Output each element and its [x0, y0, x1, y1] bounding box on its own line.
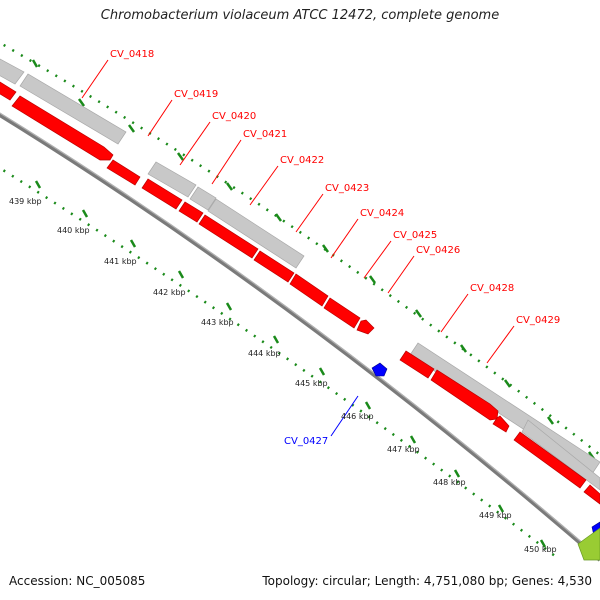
kbp-label: 441 kbp — [104, 257, 137, 266]
gene-label-cv-0426[interactable]: CV_0426 — [416, 245, 460, 256]
kbp-label: 448 kbp — [433, 478, 466, 487]
gene-label-cv-0421[interactable]: CV_0421 — [243, 129, 287, 140]
forward-cds-track[interactable] — [0, 81, 600, 505]
genome-backbone — [0, 112, 600, 562]
gene-label-cv-0429[interactable]: CV_0429 — [516, 315, 560, 326]
kbp-label: 443 kbp — [201, 318, 234, 327]
gene-label-cv-0418[interactable]: CV_0418 — [110, 49, 154, 60]
gene-label-cv-0428[interactable]: CV_0428 — [470, 283, 514, 294]
gene-label-cv-0423[interactable]: CV_0423 — [325, 183, 369, 194]
kbp-label: 439 kbp — [9, 197, 42, 206]
kbp-label: 442 kbp — [153, 288, 186, 297]
kbp-label: 440 kbp — [57, 226, 90, 235]
outer-tick-ring — [0, 41, 600, 456]
inner-tick-ring — [0, 166, 561, 561]
kbp-label: 449 kbp — [479, 511, 512, 520]
gene-labels[interactable]: CV_0418 CV_0419 CV_0420 CV_0421 CV_0422 … — [110, 49, 560, 447]
kbp-label: 444 kbp — [248, 349, 281, 358]
kbp-label: 445 kbp — [295, 379, 328, 388]
gene-label-cv-0422[interactable]: CV_0422 — [280, 155, 324, 166]
gene-label-cv-0424[interactable]: CV_0424 — [360, 208, 404, 219]
kbp-label: 446 kbp — [341, 412, 374, 421]
accession-text: Accession: NC_005085 — [9, 574, 146, 588]
other-feature — [577, 527, 600, 561]
gene-label-cv-0425[interactable]: CV_0425 — [393, 230, 437, 241]
gene-label-leaders — [81, 59, 515, 437]
map-title: Chromobacterium violaceum ATCC 12472, co… — [100, 8, 500, 23]
genome-summary-text: Topology: circular; Length: 4,751,080 bp… — [262, 574, 592, 588]
gene-label-cv-0427[interactable]: CV_0427 — [284, 436, 328, 447]
outer-major-ticks — [31, 59, 596, 460]
kbp-label: 450 kbp — [524, 545, 557, 554]
kbp-label: 447 kbp — [387, 445, 420, 454]
kbp-labels: 439 kbp 440 kbp 441 kbp 442 kbp 443 kbp … — [9, 197, 557, 554]
gene-label-cv-0420[interactable]: CV_0420 — [212, 111, 256, 122]
inner-major-ticks — [34, 180, 547, 548]
gene-region-track — [0, 58, 600, 491]
gene-label-cv-0419[interactable]: CV_0419 — [174, 89, 218, 100]
